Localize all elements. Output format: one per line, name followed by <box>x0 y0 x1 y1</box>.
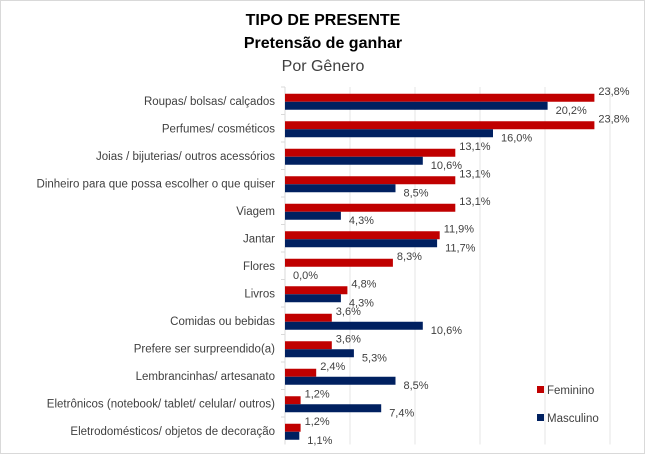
data-label: 13,1% <box>459 168 490 180</box>
data-label: 5,3% <box>362 352 387 364</box>
data-label: 1,2% <box>305 416 330 428</box>
bar-masculino <box>285 184 396 193</box>
category-label: Eletrodomésticos/ objetos de decoração <box>70 426 275 438</box>
data-label: 16,0% <box>501 132 532 144</box>
data-label: 20,2% <box>556 105 587 117</box>
bar-masculino <box>285 239 438 248</box>
data-label: 10,6% <box>431 325 462 337</box>
category-label: Prefere ser surpreendido(a) <box>134 343 275 355</box>
data-label: 8,5% <box>404 380 429 392</box>
category-label: Lembrancinhas/ artesanato <box>136 371 275 383</box>
category-label: Comidas ou bebidas <box>170 316 275 328</box>
category-label: Flores <box>243 261 275 273</box>
bar-feminino <box>285 313 332 322</box>
category-label: Livros <box>244 288 275 300</box>
data-label: 3,6% <box>336 306 361 318</box>
data-label: 1,1% <box>307 435 332 447</box>
bar-feminino <box>285 176 456 185</box>
legend-label: Masculino <box>547 413 599 425</box>
category-label: Jantar <box>243 233 275 245</box>
category-label: Viagem <box>236 206 275 218</box>
data-label: 1,2% <box>305 388 330 400</box>
bar-feminino <box>285 121 595 130</box>
bar-feminino <box>285 231 440 240</box>
category-label: Eletrônicos (notebook/ tablet/ celular/ … <box>47 398 275 410</box>
data-label: 4,8% <box>351 278 376 290</box>
bar-masculino <box>285 321 423 330</box>
bar-feminino <box>285 423 301 432</box>
bar-masculino <box>285 156 423 165</box>
bar-masculino <box>285 129 493 138</box>
bar-feminino <box>285 368 317 377</box>
chart-subtitle-2: Por Gênero <box>282 58 365 75</box>
legend-swatch-feminino <box>537 386 544 393</box>
bar-masculino <box>285 211 341 220</box>
bar-masculino <box>285 349 354 358</box>
data-label: 11,9% <box>444 223 475 235</box>
category-label: Perfumes/ cosméticos <box>162 123 275 135</box>
legend-label: Feminino <box>547 385 594 397</box>
data-label: 0,0% <box>293 270 318 282</box>
bar-feminino <box>285 203 456 212</box>
data-label: 13,1% <box>459 141 490 153</box>
data-label: 23,8% <box>598 86 629 98</box>
bar-feminino <box>285 396 301 405</box>
data-label: 13,1% <box>459 196 490 208</box>
bar-feminino <box>285 258 393 267</box>
bar-masculino <box>285 404 382 413</box>
bar-feminino <box>285 286 348 295</box>
bar-masculino <box>285 376 396 385</box>
data-label: 7,4% <box>389 407 414 419</box>
data-label: 23,8% <box>598 113 629 125</box>
data-label: 3,6% <box>336 333 361 345</box>
chart-title: TIPO DE PRESENTE <box>246 12 401 29</box>
bar-feminino <box>285 93 595 102</box>
bar-feminino <box>285 148 456 157</box>
data-label: 8,3% <box>397 251 422 263</box>
category-label: Roupas/ bolsas/ calçados <box>144 96 275 108</box>
data-label: 8,5% <box>404 187 429 199</box>
chart-subtitle: Pretensão de ganhar <box>244 35 402 52</box>
bar-masculino <box>285 431 300 440</box>
data-label: 2,4% <box>320 361 345 373</box>
legend-swatch-masculino <box>537 414 544 421</box>
data-label: 11,7% <box>445 242 476 254</box>
data-label: 4,3% <box>349 215 374 227</box>
category-label: Dinheiro para que possa escolher o que q… <box>37 178 276 190</box>
bar-feminino <box>285 341 332 350</box>
data-label: 10,6% <box>431 160 462 172</box>
data-label: 4,3% <box>349 297 374 309</box>
bar-masculino <box>285 294 341 303</box>
bar-masculino <box>285 101 548 110</box>
category-label: Joias / bijuterias/ outros acessórios <box>96 151 275 163</box>
